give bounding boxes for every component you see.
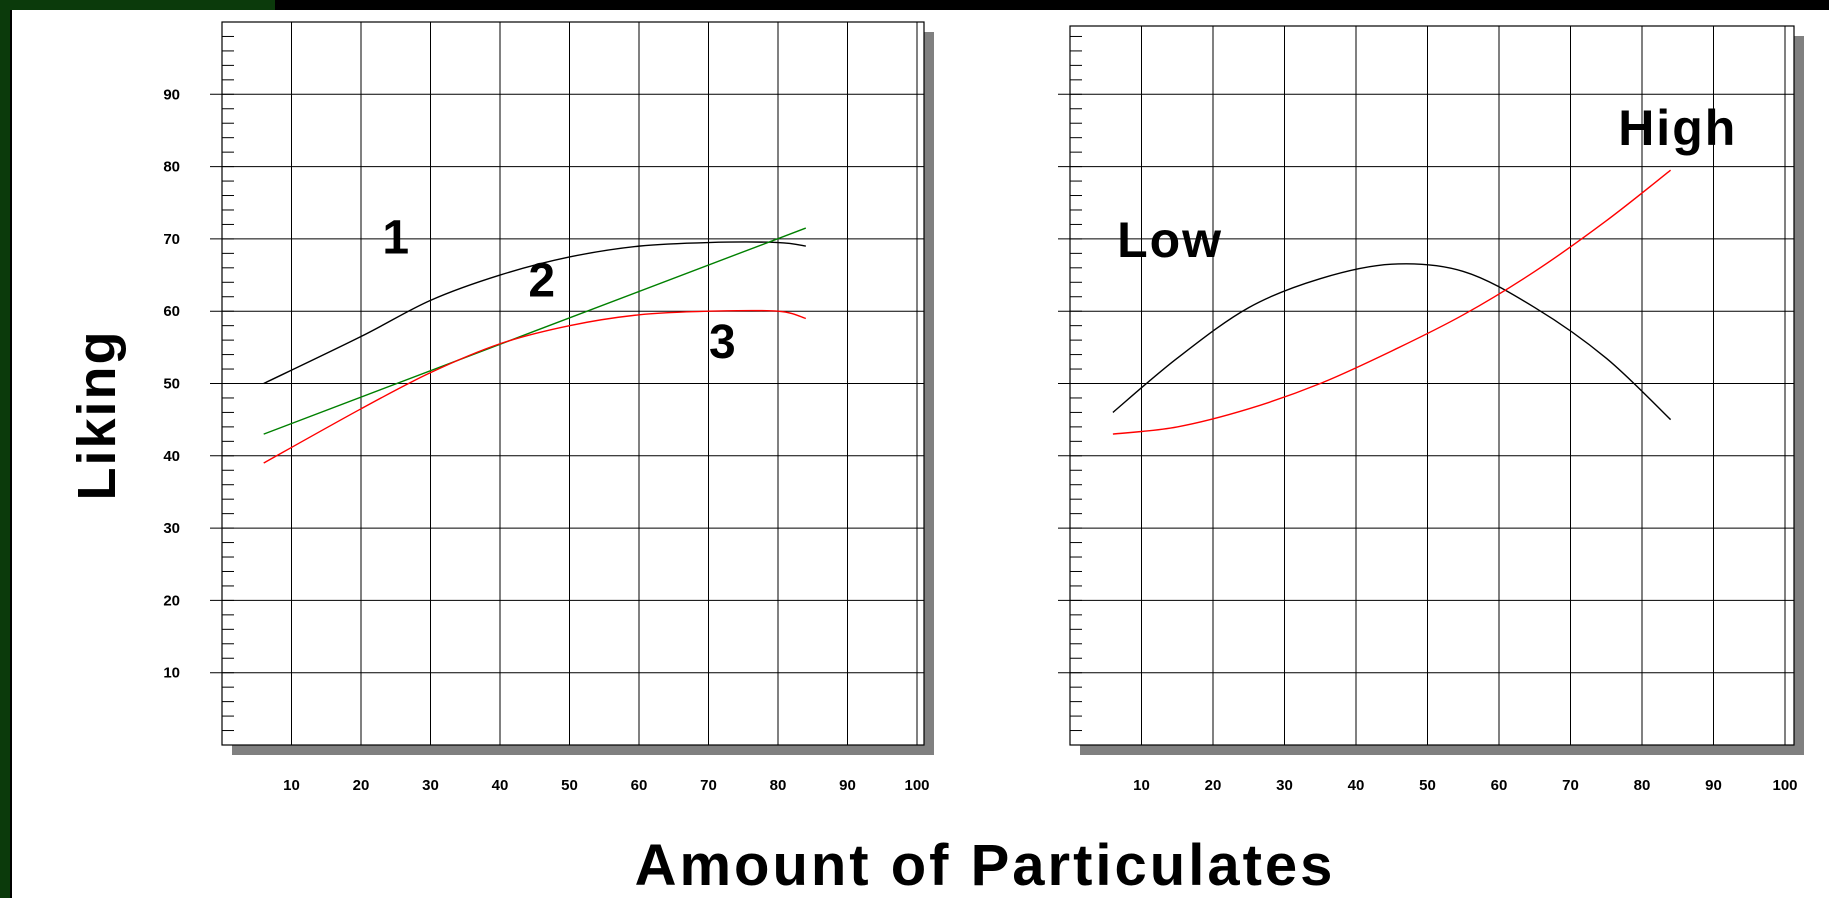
left-series-line-3	[263, 309, 807, 464]
left-ytick-label-60: 60	[163, 303, 180, 320]
left-ytick-label-30: 30	[163, 520, 180, 537]
chart-left: 10 20 30 40 50 60 70 80 90 100 10 20 30 40 50 60 70 80 90 1…	[163, 21, 934, 794]
right-xtick-label-100: 100	[1772, 777, 1797, 794]
x-axis-label: Amount of Particulates	[635, 833, 1336, 898]
left-xtick-label-30: 30	[422, 777, 439, 794]
chart-right: 10 20 30 40 50 60 70 80 90 100 Low High	[1058, 25, 1804, 794]
left-series-line-2	[263, 227, 807, 435]
right-xtick-label-90: 90	[1705, 777, 1722, 794]
left-xtick-label-40: 40	[492, 777, 509, 794]
left-xtick-label-20: 20	[353, 777, 370, 794]
left-xtick-label-90: 90	[839, 777, 856, 794]
left-ytick-label-20: 20	[163, 592, 180, 609]
left-xtick-label-60: 60	[631, 777, 648, 794]
right-xtick-label-20: 20	[1205, 777, 1222, 794]
left-annotation-2: 2	[528, 255, 555, 308]
left-xtick-label-80: 80	[770, 777, 787, 794]
accent-strip	[0, 0, 275, 10]
left-ytick-label-80: 80	[163, 159, 180, 176]
left-ytick-label-90: 90	[163, 86, 180, 103]
right-xtick-label-30: 30	[1276, 777, 1293, 794]
left-annotation-1: 1	[382, 211, 409, 264]
left-ytick-label-10: 10	[163, 665, 180, 682]
right-series-line-low	[1112, 263, 1672, 421]
right-annotation-low: Low	[1117, 212, 1223, 268]
left-series-line-1	[263, 241, 806, 385]
right-xtick-label-10: 10	[1133, 777, 1150, 794]
right-annotation-high: High	[1618, 100, 1737, 156]
right-xtick-label-80: 80	[1634, 777, 1651, 794]
right-xtick-label-50: 50	[1419, 777, 1436, 794]
left-ytick-label-40: 40	[163, 448, 180, 465]
left-ytick-label-70: 70	[163, 231, 180, 248]
right-xtick-label-70: 70	[1562, 777, 1579, 794]
accent-strip-left	[0, 0, 10, 898]
left-xtick-label-10: 10	[283, 777, 300, 794]
right-series-line-high	[1112, 169, 1672, 435]
left-xtick-label-100: 100	[904, 777, 929, 794]
left-ytick-label-50: 50	[163, 376, 180, 393]
left-annotation-3: 3	[709, 316, 736, 369]
y-axis-label: Liking	[67, 330, 127, 501]
right-plot-area	[1069, 25, 1795, 746]
right-xtick-label-40: 40	[1348, 777, 1365, 794]
left-xtick-label-50: 50	[561, 777, 578, 794]
right-xtick-label-60: 60	[1491, 777, 1508, 794]
left-xtick-label-70: 70	[700, 777, 717, 794]
